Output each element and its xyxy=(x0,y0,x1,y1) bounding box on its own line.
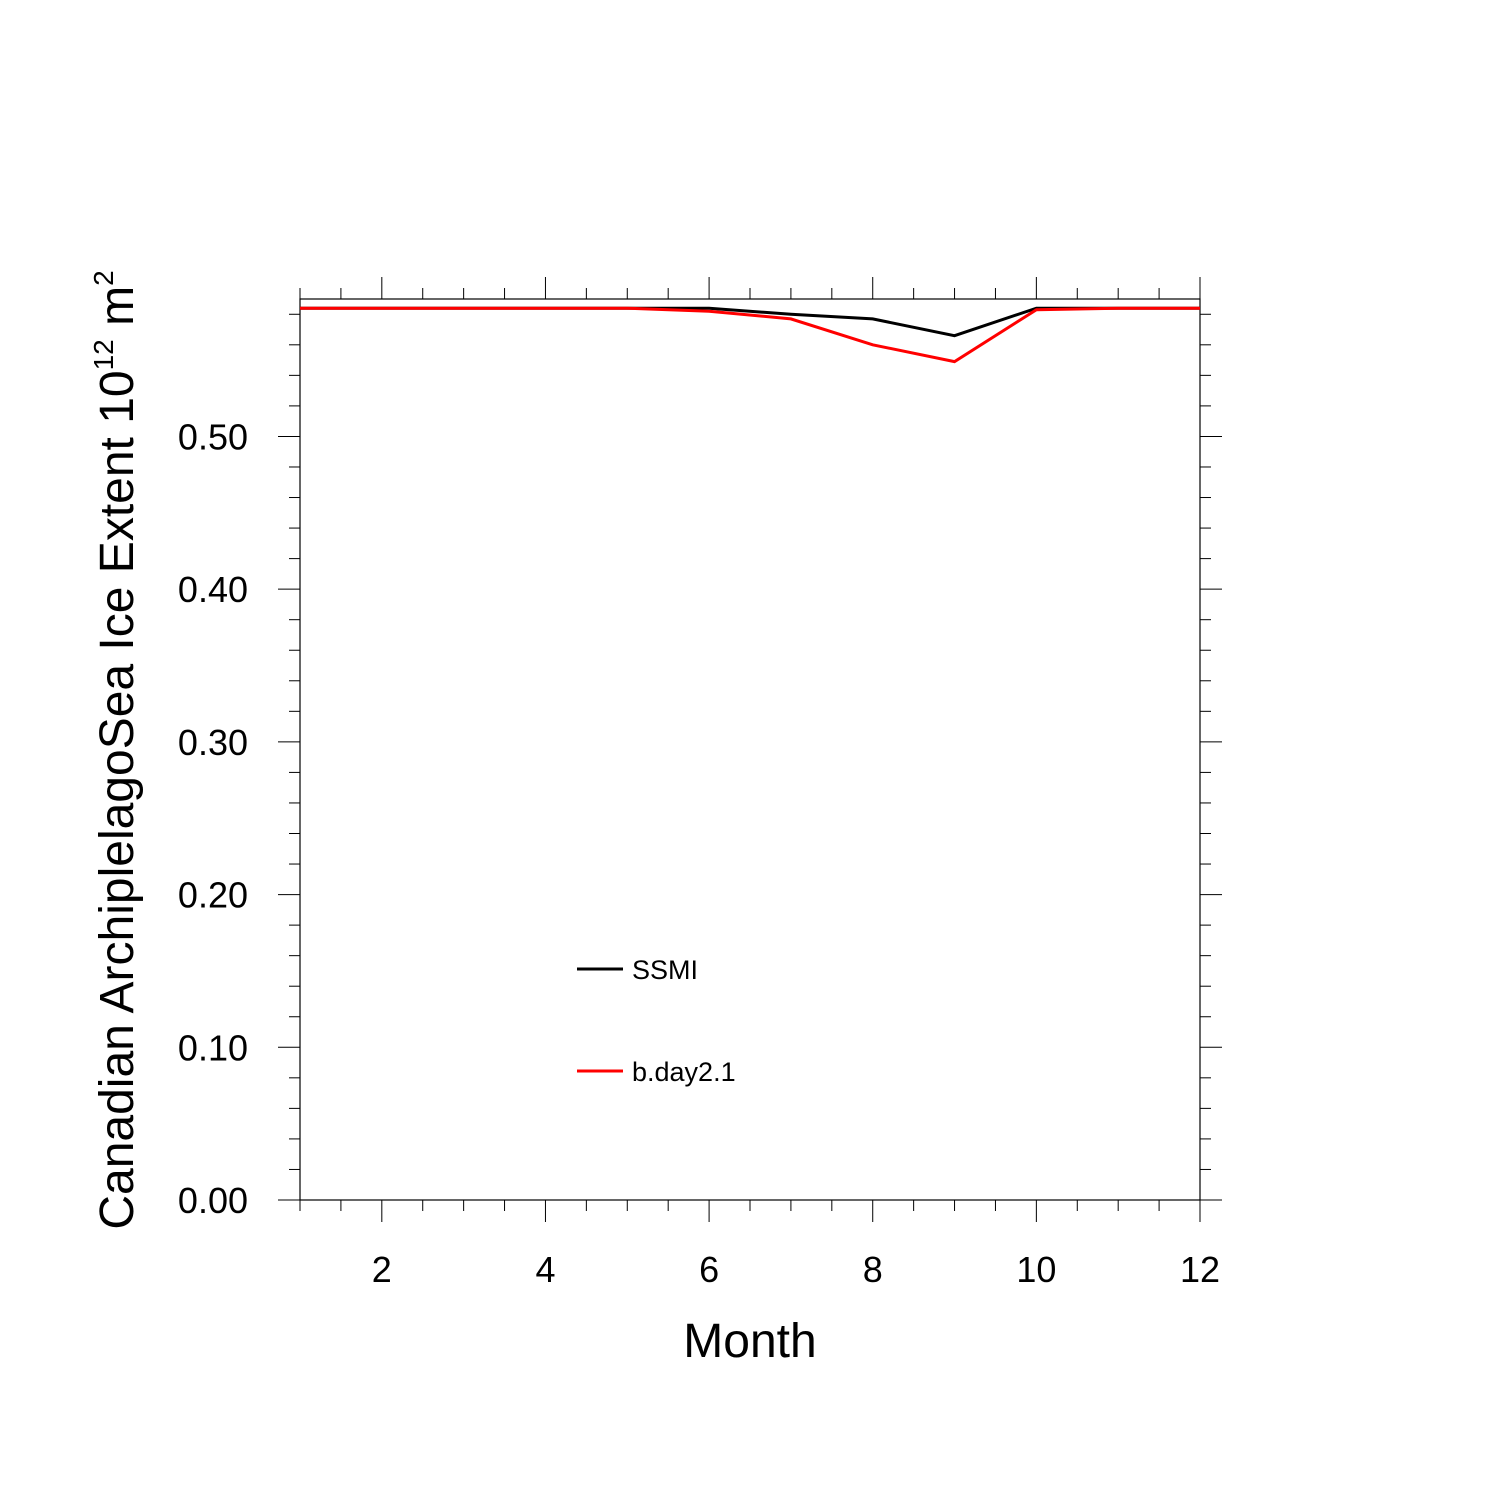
legend-label-1: SSMI xyxy=(632,955,698,985)
x-tick-label: 4 xyxy=(535,1249,555,1290)
series-lines xyxy=(300,306,1200,364)
y-axis-title-main: Canadian ArchiplelagoSea Ice Extent 10 xyxy=(91,370,144,1229)
legend: SSMI b.day2.1 xyxy=(577,955,736,1087)
x-tick-label: 2 xyxy=(372,1249,392,1290)
x-tick-labels: 2 4 6 8 10 12 xyxy=(372,1249,1220,1290)
x-axis-title: Month xyxy=(683,1315,816,1368)
series-line-2 xyxy=(300,306,1200,364)
y-tick-labels: 0.00 0.10 0.20 0.30 0.40 0.50 xyxy=(178,416,248,1221)
x-tick-label: 8 xyxy=(863,1249,883,1290)
y-axis-title-unit-exponent: 2 xyxy=(88,270,119,286)
x-tick-label: 10 xyxy=(1016,1249,1056,1290)
y-tick-label: 0.50 xyxy=(178,416,248,457)
y-axis-title: Canadian ArchiplelagoSea Ice Extent 1012… xyxy=(88,270,144,1229)
y-tick-label: 0.00 xyxy=(178,1180,248,1221)
y-tick-label: 0.40 xyxy=(178,569,248,610)
y-tick-label: 0.30 xyxy=(178,722,248,763)
legend-label-2: b.day2.1 xyxy=(632,1057,736,1087)
x-tick-label: 12 xyxy=(1180,1249,1220,1290)
x-tick-label: 6 xyxy=(699,1249,719,1290)
y-tick-label: 0.20 xyxy=(178,875,248,916)
plot-frame xyxy=(299,298,1201,1201)
y-axis-title-exponent: 12 xyxy=(88,339,119,370)
axis-ticks xyxy=(278,277,1222,1222)
y-axis-title-unit: m xyxy=(91,286,144,339)
y-tick-label: 0.10 xyxy=(178,1027,248,1068)
